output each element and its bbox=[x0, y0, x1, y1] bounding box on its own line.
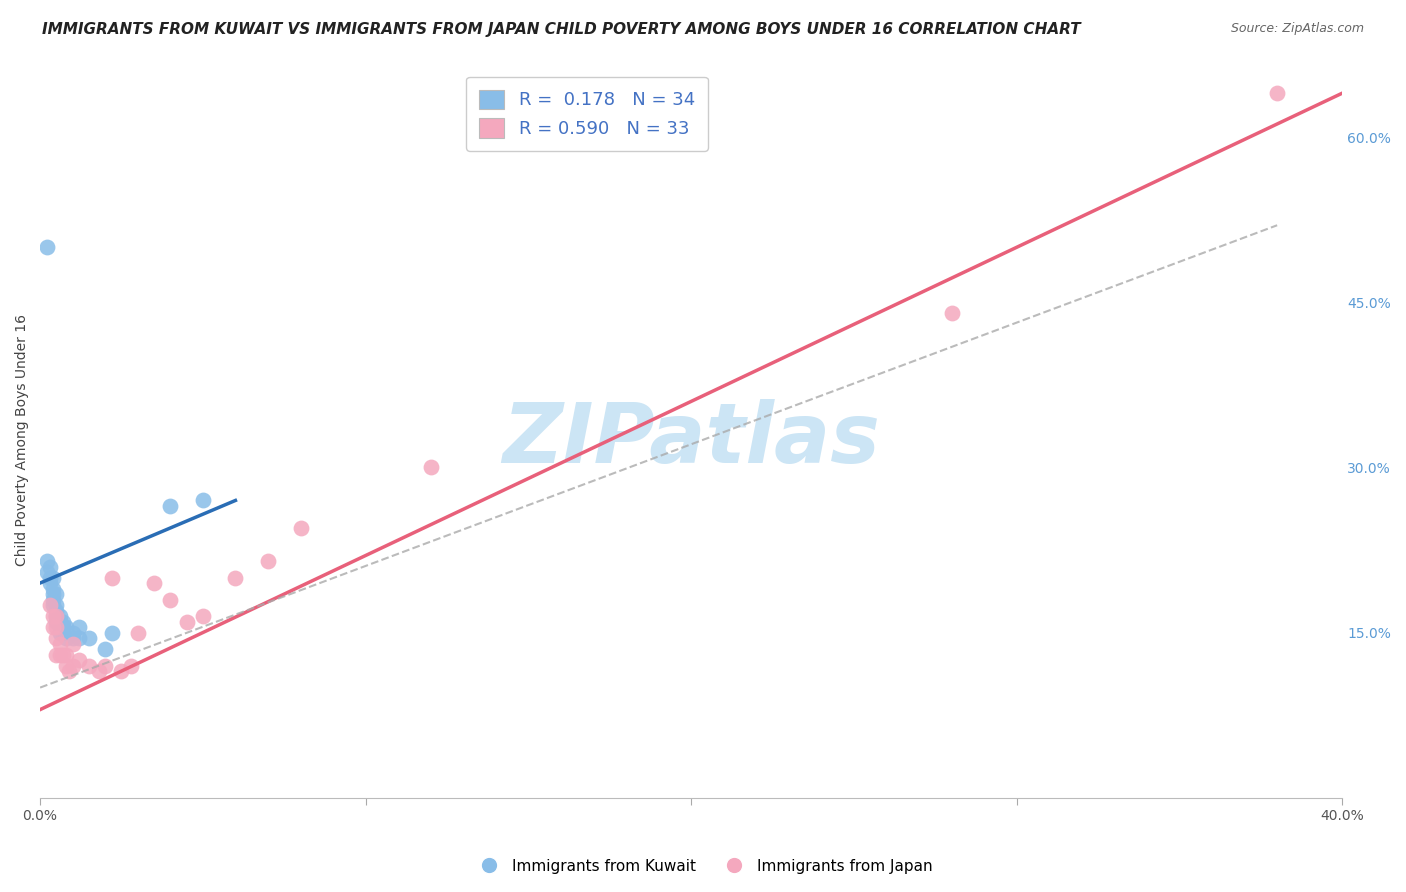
Point bbox=[48, 625, 70, 640]
Point bbox=[42, 570, 65, 584]
Point bbox=[941, 306, 963, 320]
Point bbox=[159, 592, 181, 607]
Point bbox=[52, 615, 75, 629]
Point bbox=[67, 620, 90, 634]
Point bbox=[48, 609, 70, 624]
Point bbox=[100, 625, 122, 640]
Point bbox=[94, 658, 117, 673]
Legend: Immigrants from Kuwait, Immigrants from Japan: Immigrants from Kuwait, Immigrants from … bbox=[467, 853, 939, 880]
Point bbox=[94, 642, 117, 657]
Point bbox=[120, 658, 142, 673]
Point bbox=[42, 598, 65, 612]
Point bbox=[42, 587, 65, 601]
Point bbox=[48, 620, 70, 634]
Point bbox=[45, 631, 67, 645]
Point bbox=[38, 576, 60, 591]
Point bbox=[42, 592, 65, 607]
Point bbox=[45, 620, 67, 634]
Point bbox=[419, 460, 441, 475]
Point bbox=[55, 631, 77, 645]
Point bbox=[290, 521, 312, 535]
Point bbox=[176, 615, 198, 629]
Point bbox=[224, 570, 246, 584]
Point bbox=[48, 648, 70, 662]
Point bbox=[62, 625, 84, 640]
Point bbox=[35, 565, 58, 579]
Point bbox=[62, 658, 84, 673]
Point bbox=[45, 603, 67, 617]
Point bbox=[35, 240, 58, 254]
Point bbox=[191, 493, 214, 508]
Point bbox=[52, 625, 75, 640]
Point bbox=[67, 631, 90, 645]
Point bbox=[1265, 86, 1288, 100]
Point bbox=[110, 664, 132, 678]
Text: ZIPatlas: ZIPatlas bbox=[502, 400, 880, 481]
Point bbox=[143, 576, 166, 591]
Point bbox=[52, 648, 75, 662]
Point bbox=[77, 631, 100, 645]
Point bbox=[35, 554, 58, 568]
Point bbox=[42, 609, 65, 624]
Point bbox=[62, 636, 84, 650]
Point bbox=[87, 664, 110, 678]
Point bbox=[38, 559, 60, 574]
Point bbox=[191, 609, 214, 624]
Point bbox=[55, 658, 77, 673]
Point bbox=[159, 499, 181, 513]
Point bbox=[77, 658, 100, 673]
Point bbox=[38, 598, 60, 612]
Text: Source: ZipAtlas.com: Source: ZipAtlas.com bbox=[1230, 22, 1364, 36]
Point bbox=[52, 620, 75, 634]
Point bbox=[55, 648, 77, 662]
Point bbox=[100, 570, 122, 584]
Legend: R =  0.178   N = 34, R = 0.590   N = 33: R = 0.178 N = 34, R = 0.590 N = 33 bbox=[467, 77, 707, 151]
Point bbox=[55, 620, 77, 634]
Point bbox=[45, 598, 67, 612]
Point bbox=[48, 615, 70, 629]
Point bbox=[45, 615, 67, 629]
Point bbox=[257, 554, 280, 568]
Point bbox=[38, 570, 60, 584]
Point bbox=[45, 648, 67, 662]
Point bbox=[45, 587, 67, 601]
Point bbox=[67, 653, 90, 667]
Point bbox=[45, 609, 67, 624]
Point bbox=[45, 609, 67, 624]
Point bbox=[62, 631, 84, 645]
Y-axis label: Child Poverty Among Boys Under 16: Child Poverty Among Boys Under 16 bbox=[15, 314, 30, 566]
Point bbox=[42, 582, 65, 596]
Point bbox=[58, 664, 80, 678]
Point bbox=[48, 636, 70, 650]
Point bbox=[42, 620, 65, 634]
Point bbox=[127, 625, 149, 640]
Text: IMMIGRANTS FROM KUWAIT VS IMMIGRANTS FROM JAPAN CHILD POVERTY AMONG BOYS UNDER 1: IMMIGRANTS FROM KUWAIT VS IMMIGRANTS FRO… bbox=[42, 22, 1081, 37]
